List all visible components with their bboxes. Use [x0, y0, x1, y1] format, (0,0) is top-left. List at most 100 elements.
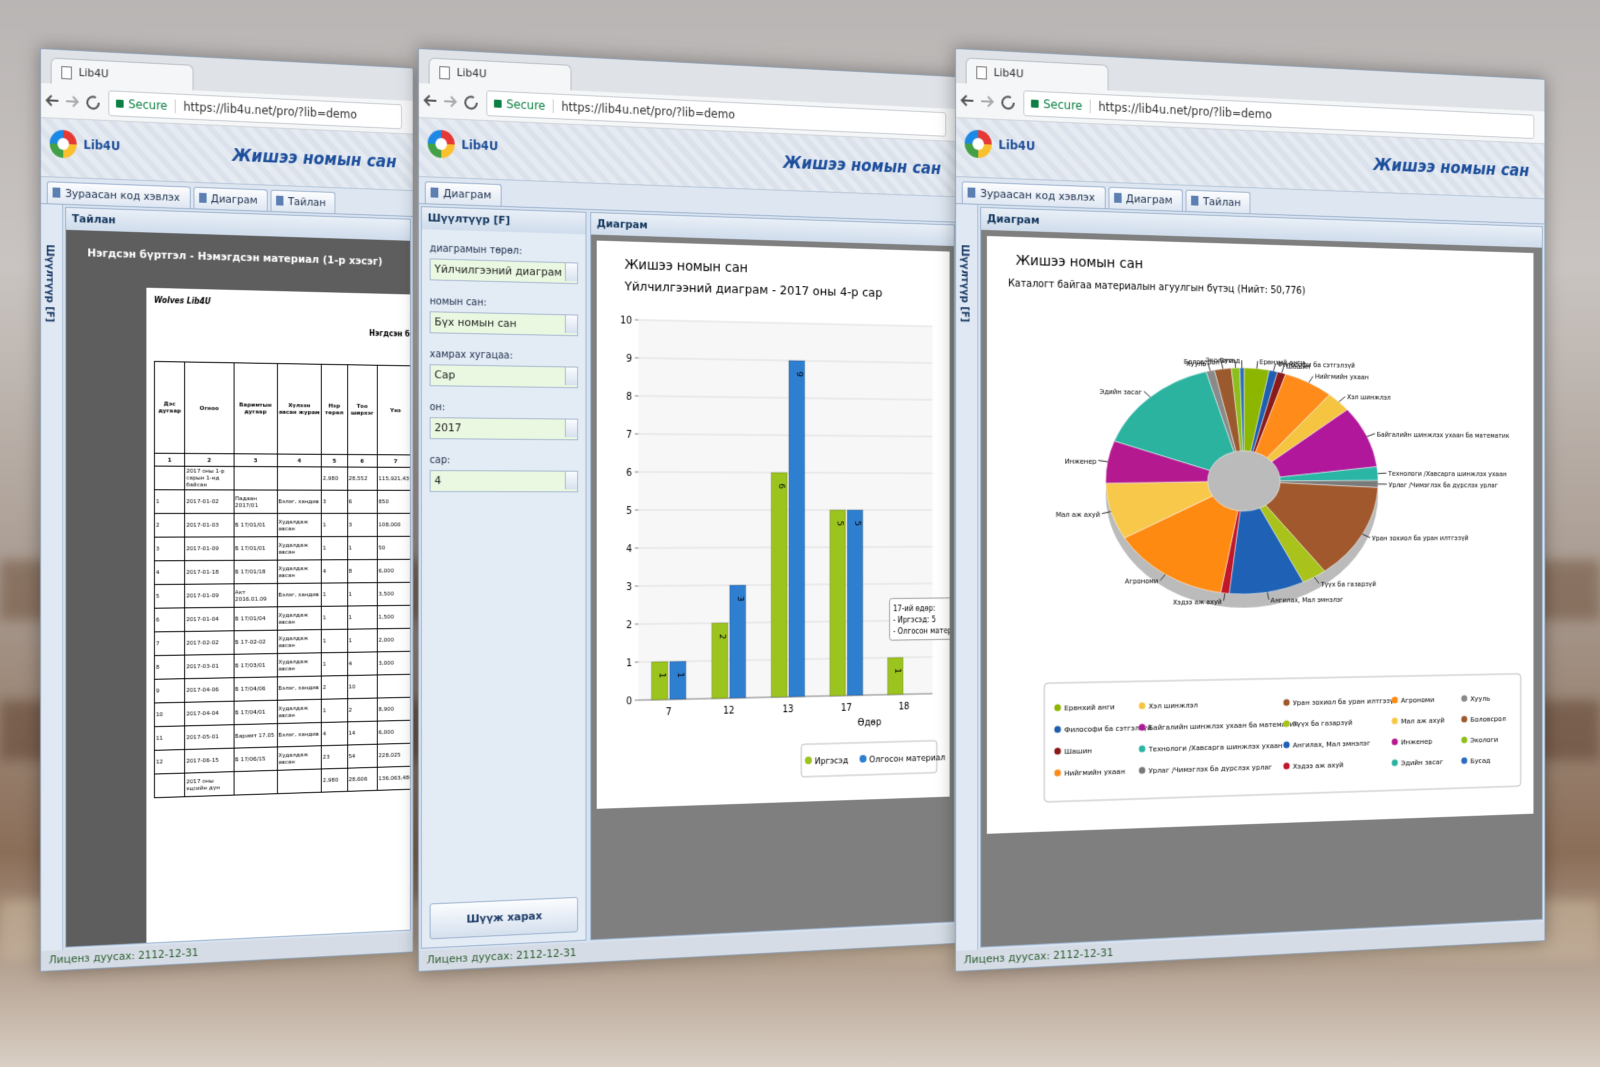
tab-title: Lib4U: [78, 65, 109, 81]
slice-label: Философи ба сэтгэлзүй: [1277, 361, 1355, 370]
report-cell: 2017-01-04: [184, 607, 234, 632]
chart: Жишээ номын сан Каталогт байгаа материалы…: [986, 235, 1534, 834]
report-cell: 12: [154, 749, 185, 775]
report-cell: [277, 768, 322, 794]
report-cell: 1: [321, 652, 348, 677]
column-number: 1: [154, 453, 185, 467]
browser-window: Lib4U Secure https://lib4u.net/pro/?lib=de…: [40, 48, 414, 972]
column-header: Дэс дугаар: [154, 361, 185, 454]
reload: [465, 96, 477, 108]
report-cell: Худалдаж авсан: [277, 745, 322, 771]
chart-area: Жишээ номын сан Каталогт байгаа материалы…: [981, 229, 1542, 947]
logo-center: [972, 137, 985, 151]
tooltip-line: 17-ий өдөр:: [893, 604, 935, 613]
report-viewer: Нэгдсэн бүртгэл - Нэмэгдсэн материал (1-…: [66, 229, 410, 947]
report-row: 2017 оны 1-р сарын 1-нд байсан 2,980 28,55…: [154, 466, 410, 491]
x-tick-label: 12: [723, 706, 734, 717]
slice-label: Ерөнхий анги: [1259, 358, 1304, 367]
app-tab[interactable]: Диаграм: [193, 186, 268, 211]
filter-sidebar[interactable]: Шүүлтүүр [F]: [40, 204, 64, 951]
report-cell: 1: [347, 582, 378, 607]
report-cell: 23: [321, 745, 348, 769]
report-row: 3 2017-01-09 Б 17/01/01 Худалдаж авсан 1 1 50: [154, 536, 410, 561]
report-cell: 1,500: [377, 605, 410, 629]
slice-label: Экологи: [1205, 357, 1233, 365]
chart-subtitle: Үйлчилгээний диаграм - 2017 оны 4-р сар: [624, 279, 883, 300]
field-input[interactable]: 4: [429, 470, 579, 493]
data-label: 9: [794, 371, 803, 377]
field-input[interactable]: Үйлчилгээний диаграм: [429, 258, 579, 285]
report-cell: 2017-03-01: [184, 654, 234, 679]
column-number: 4: [277, 454, 322, 467]
report-cell: Худалдаж авсан: [277, 559, 322, 584]
data-label: 1: [675, 672, 684, 678]
column-number: 7: [377, 454, 410, 468]
report-cell: 8: [347, 559, 378, 583]
browser-window: Lib4U Secure https://lib4u.net/pro/?lib=de…: [418, 48, 958, 972]
legend-label: Нийгмийн ухаан: [1064, 767, 1125, 778]
report-cell: 2017-01-09: [184, 536, 234, 561]
slice-label: Хууль: [1186, 360, 1206, 368]
report-cell: 2017-01-09: [184, 583, 234, 608]
report-cell: Бэлэг, хандив: [277, 490, 322, 514]
url: https://lib4u.net/pro/?lib=demo: [1098, 99, 1272, 122]
report-cell: 2,000: [377, 628, 410, 652]
report-cell: [154, 466, 185, 490]
legend: Иргэсэд Олгосон материал: [801, 740, 945, 777]
report-cell: 2017-01-02: [184, 489, 234, 514]
column-number: 6: [347, 454, 378, 468]
report-cell: 4: [321, 559, 348, 584]
slice-label: Эдийн засаг: [1100, 388, 1143, 397]
app-tab[interactable]: Тайлан: [1185, 189, 1251, 214]
field-input[interactable]: 2017: [429, 417, 579, 441]
app-tab[interactable]: Тайлан: [270, 189, 336, 214]
logo-text: Lib4U: [998, 137, 1036, 154]
browser-window: Lib4U Secure https://lib4u.net/pro/?lib=de…: [955, 48, 1546, 972]
report-cell: 850: [377, 490, 410, 514]
app-tab[interactable]: Диаграм: [424, 181, 502, 206]
filter-button[interactable]: Шүүж харах: [429, 896, 579, 940]
y-tick-label: 0: [626, 696, 632, 707]
legend-label: Иргэсэд: [815, 756, 849, 767]
nav-buttons: [45, 94, 101, 111]
report-cell: Худалдаж авсан: [277, 606, 322, 631]
leader-line: [1378, 473, 1387, 474]
report-cell: 1: [321, 606, 348, 630]
legend-label: Боловсрол: [1470, 714, 1506, 723]
bar: [730, 585, 746, 698]
pie-slice: [1114, 370, 1234, 470]
filter-body: диаграмын төрөл: Үйлчилгээний диаграм номы…: [422, 229, 586, 896]
leader-line: [1144, 391, 1150, 397]
app-tab[interactable]: Диаграм: [1108, 186, 1183, 211]
report-org: Wolves Lib4U: [153, 295, 211, 307]
legend-label: Бусад: [1470, 756, 1490, 765]
report-cell: 3: [321, 490, 348, 514]
legend-label: Уран зохиол ба уран илтгэзүй: [1293, 696, 1398, 707]
bar: [830, 510, 846, 696]
legend-label: Ангилах, Мал эмнэлэг: [1293, 739, 1371, 750]
secure-label: Secure: [487, 96, 554, 114]
report-row: 5 2017-01-09 Акт 2016.01.09 Бэлэг, хандив 1 1…: [154, 582, 410, 609]
filter-sidebar[interactable]: Шүүлтүүр [F]: [955, 204, 979, 951]
report-cell: 3: [154, 537, 185, 561]
report-cell: 8: [154, 655, 185, 680]
report-cell: Б 17/03/01: [233, 653, 278, 678]
legend-label: Ерөнхий анги: [1064, 702, 1115, 712]
chart-panel: Диаграм Жишээ номын сан Каталогт байгаа ма…: [980, 206, 1543, 948]
field-input[interactable]: Бүх номын сан: [429, 311, 579, 337]
logo-icon: [964, 129, 992, 159]
report-cell: Б 17/06/15: [233, 746, 278, 772]
back-arrow: [423, 94, 438, 107]
report-cell: 9: [154, 678, 185, 703]
leader-line: [1098, 460, 1107, 461]
y-tick-label: 9: [626, 354, 632, 365]
field-input[interactable]: Сар: [429, 364, 579, 389]
y-tick-label: 6: [626, 468, 632, 479]
legend-label: Хэдээ аж ахуй: [1293, 760, 1344, 770]
report-cell: 1: [321, 536, 348, 560]
y-tick-label: 7: [626, 430, 632, 441]
report-cell: 2: [321, 675, 348, 700]
field-label: номын сан:: [429, 296, 487, 309]
report-cell: 108,000: [377, 513, 410, 537]
